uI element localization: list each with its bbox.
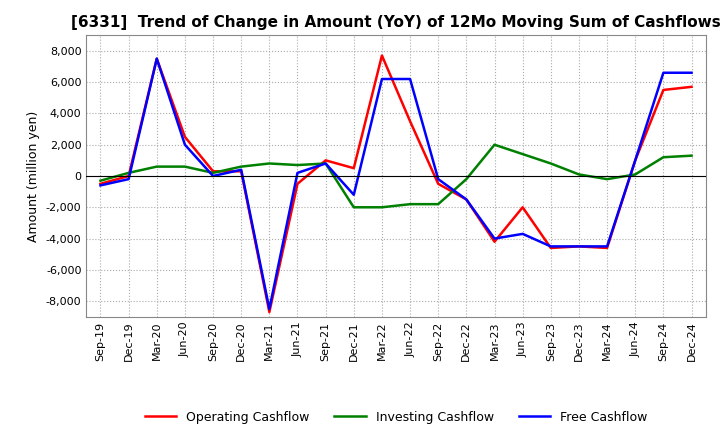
Line: Investing Cashflow: Investing Cashflow	[101, 145, 691, 207]
Investing Cashflow	[490, 142, 499, 147]
Investing Cashflow	[181, 164, 189, 169]
Investing Cashflow	[659, 154, 667, 160]
Investing Cashflow	[518, 151, 527, 157]
Investing Cashflow	[603, 176, 611, 182]
Operating Cashflow	[575, 244, 583, 249]
Free Cashflow	[237, 167, 246, 172]
Free Cashflow	[575, 244, 583, 249]
Free Cashflow	[293, 170, 302, 176]
Free Cashflow	[181, 142, 189, 147]
Y-axis label: Amount (million yen): Amount (million yen)	[27, 110, 40, 242]
Operating Cashflow	[153, 56, 161, 61]
Operating Cashflow	[293, 181, 302, 187]
Operating Cashflow	[659, 87, 667, 92]
Investing Cashflow	[575, 172, 583, 177]
Free Cashflow	[153, 56, 161, 61]
Investing Cashflow	[96, 178, 105, 183]
Investing Cashflow	[631, 172, 639, 177]
Operating Cashflow	[265, 309, 274, 315]
Free Cashflow	[603, 244, 611, 249]
Line: Free Cashflow: Free Cashflow	[101, 59, 691, 309]
Free Cashflow	[321, 161, 330, 166]
Free Cashflow	[265, 306, 274, 312]
Free Cashflow	[96, 183, 105, 188]
Free Cashflow	[209, 173, 217, 179]
Operating Cashflow	[518, 205, 527, 210]
Title: [6331]  Trend of Change in Amount (YoY) of 12Mo Moving Sum of Cashflows: [6331] Trend of Change in Amount (YoY) o…	[71, 15, 720, 30]
Operating Cashflow	[687, 84, 696, 89]
Investing Cashflow	[546, 161, 555, 166]
Free Cashflow	[490, 236, 499, 241]
Free Cashflow	[462, 197, 471, 202]
Operating Cashflow	[209, 169, 217, 174]
Operating Cashflow	[490, 239, 499, 244]
Operating Cashflow	[96, 181, 105, 187]
Operating Cashflow	[321, 158, 330, 163]
Investing Cashflow	[265, 161, 274, 166]
Free Cashflow	[377, 77, 386, 82]
Free Cashflow	[659, 70, 667, 75]
Investing Cashflow	[125, 170, 133, 176]
Investing Cashflow	[153, 164, 161, 169]
Investing Cashflow	[293, 162, 302, 168]
Investing Cashflow	[377, 205, 386, 210]
Investing Cashflow	[406, 202, 415, 207]
Operating Cashflow	[546, 246, 555, 251]
Free Cashflow	[349, 192, 358, 198]
Operating Cashflow	[631, 158, 639, 163]
Free Cashflow	[406, 77, 415, 82]
Investing Cashflow	[349, 205, 358, 210]
Investing Cashflow	[462, 176, 471, 182]
Operating Cashflow	[434, 181, 443, 187]
Operating Cashflow	[125, 173, 133, 179]
Investing Cashflow	[434, 202, 443, 207]
Operating Cashflow	[603, 246, 611, 251]
Free Cashflow	[687, 70, 696, 75]
Line: Operating Cashflow: Operating Cashflow	[101, 55, 691, 312]
Operating Cashflow	[349, 165, 358, 171]
Legend: Operating Cashflow, Investing Cashflow, Free Cashflow: Operating Cashflow, Investing Cashflow, …	[140, 406, 652, 429]
Free Cashflow	[125, 176, 133, 182]
Operating Cashflow	[377, 53, 386, 58]
Free Cashflow	[518, 231, 527, 237]
Operating Cashflow	[237, 169, 246, 174]
Free Cashflow	[434, 176, 443, 182]
Operating Cashflow	[406, 119, 415, 124]
Investing Cashflow	[321, 161, 330, 166]
Operating Cashflow	[462, 197, 471, 202]
Operating Cashflow	[181, 134, 189, 139]
Investing Cashflow	[209, 170, 217, 176]
Free Cashflow	[546, 244, 555, 249]
Investing Cashflow	[237, 164, 246, 169]
Free Cashflow	[631, 158, 639, 163]
Investing Cashflow	[687, 153, 696, 158]
